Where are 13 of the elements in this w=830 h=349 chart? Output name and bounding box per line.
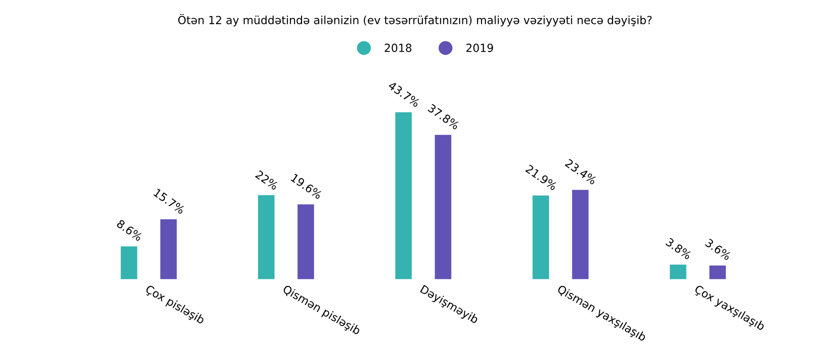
bar — [670, 264, 686, 280]
chart-title: Ötən 12 ay müddətində ailənizin (ev təsərrüfatınızın) maliyyə vəziyyəti necə dəyişib? — [178, 14, 652, 26]
bar — [532, 196, 550, 280]
bar — [160, 219, 177, 280]
bar — [395, 112, 412, 280]
bar — [572, 190, 589, 280]
bar — [258, 195, 274, 280]
bar — [298, 204, 314, 280]
legend-label: 2019 — [466, 44, 494, 52]
bar — [709, 265, 726, 280]
legend-label: 2018 — [384, 44, 412, 52]
bar — [434, 134, 452, 280]
bar — [120, 246, 138, 280]
